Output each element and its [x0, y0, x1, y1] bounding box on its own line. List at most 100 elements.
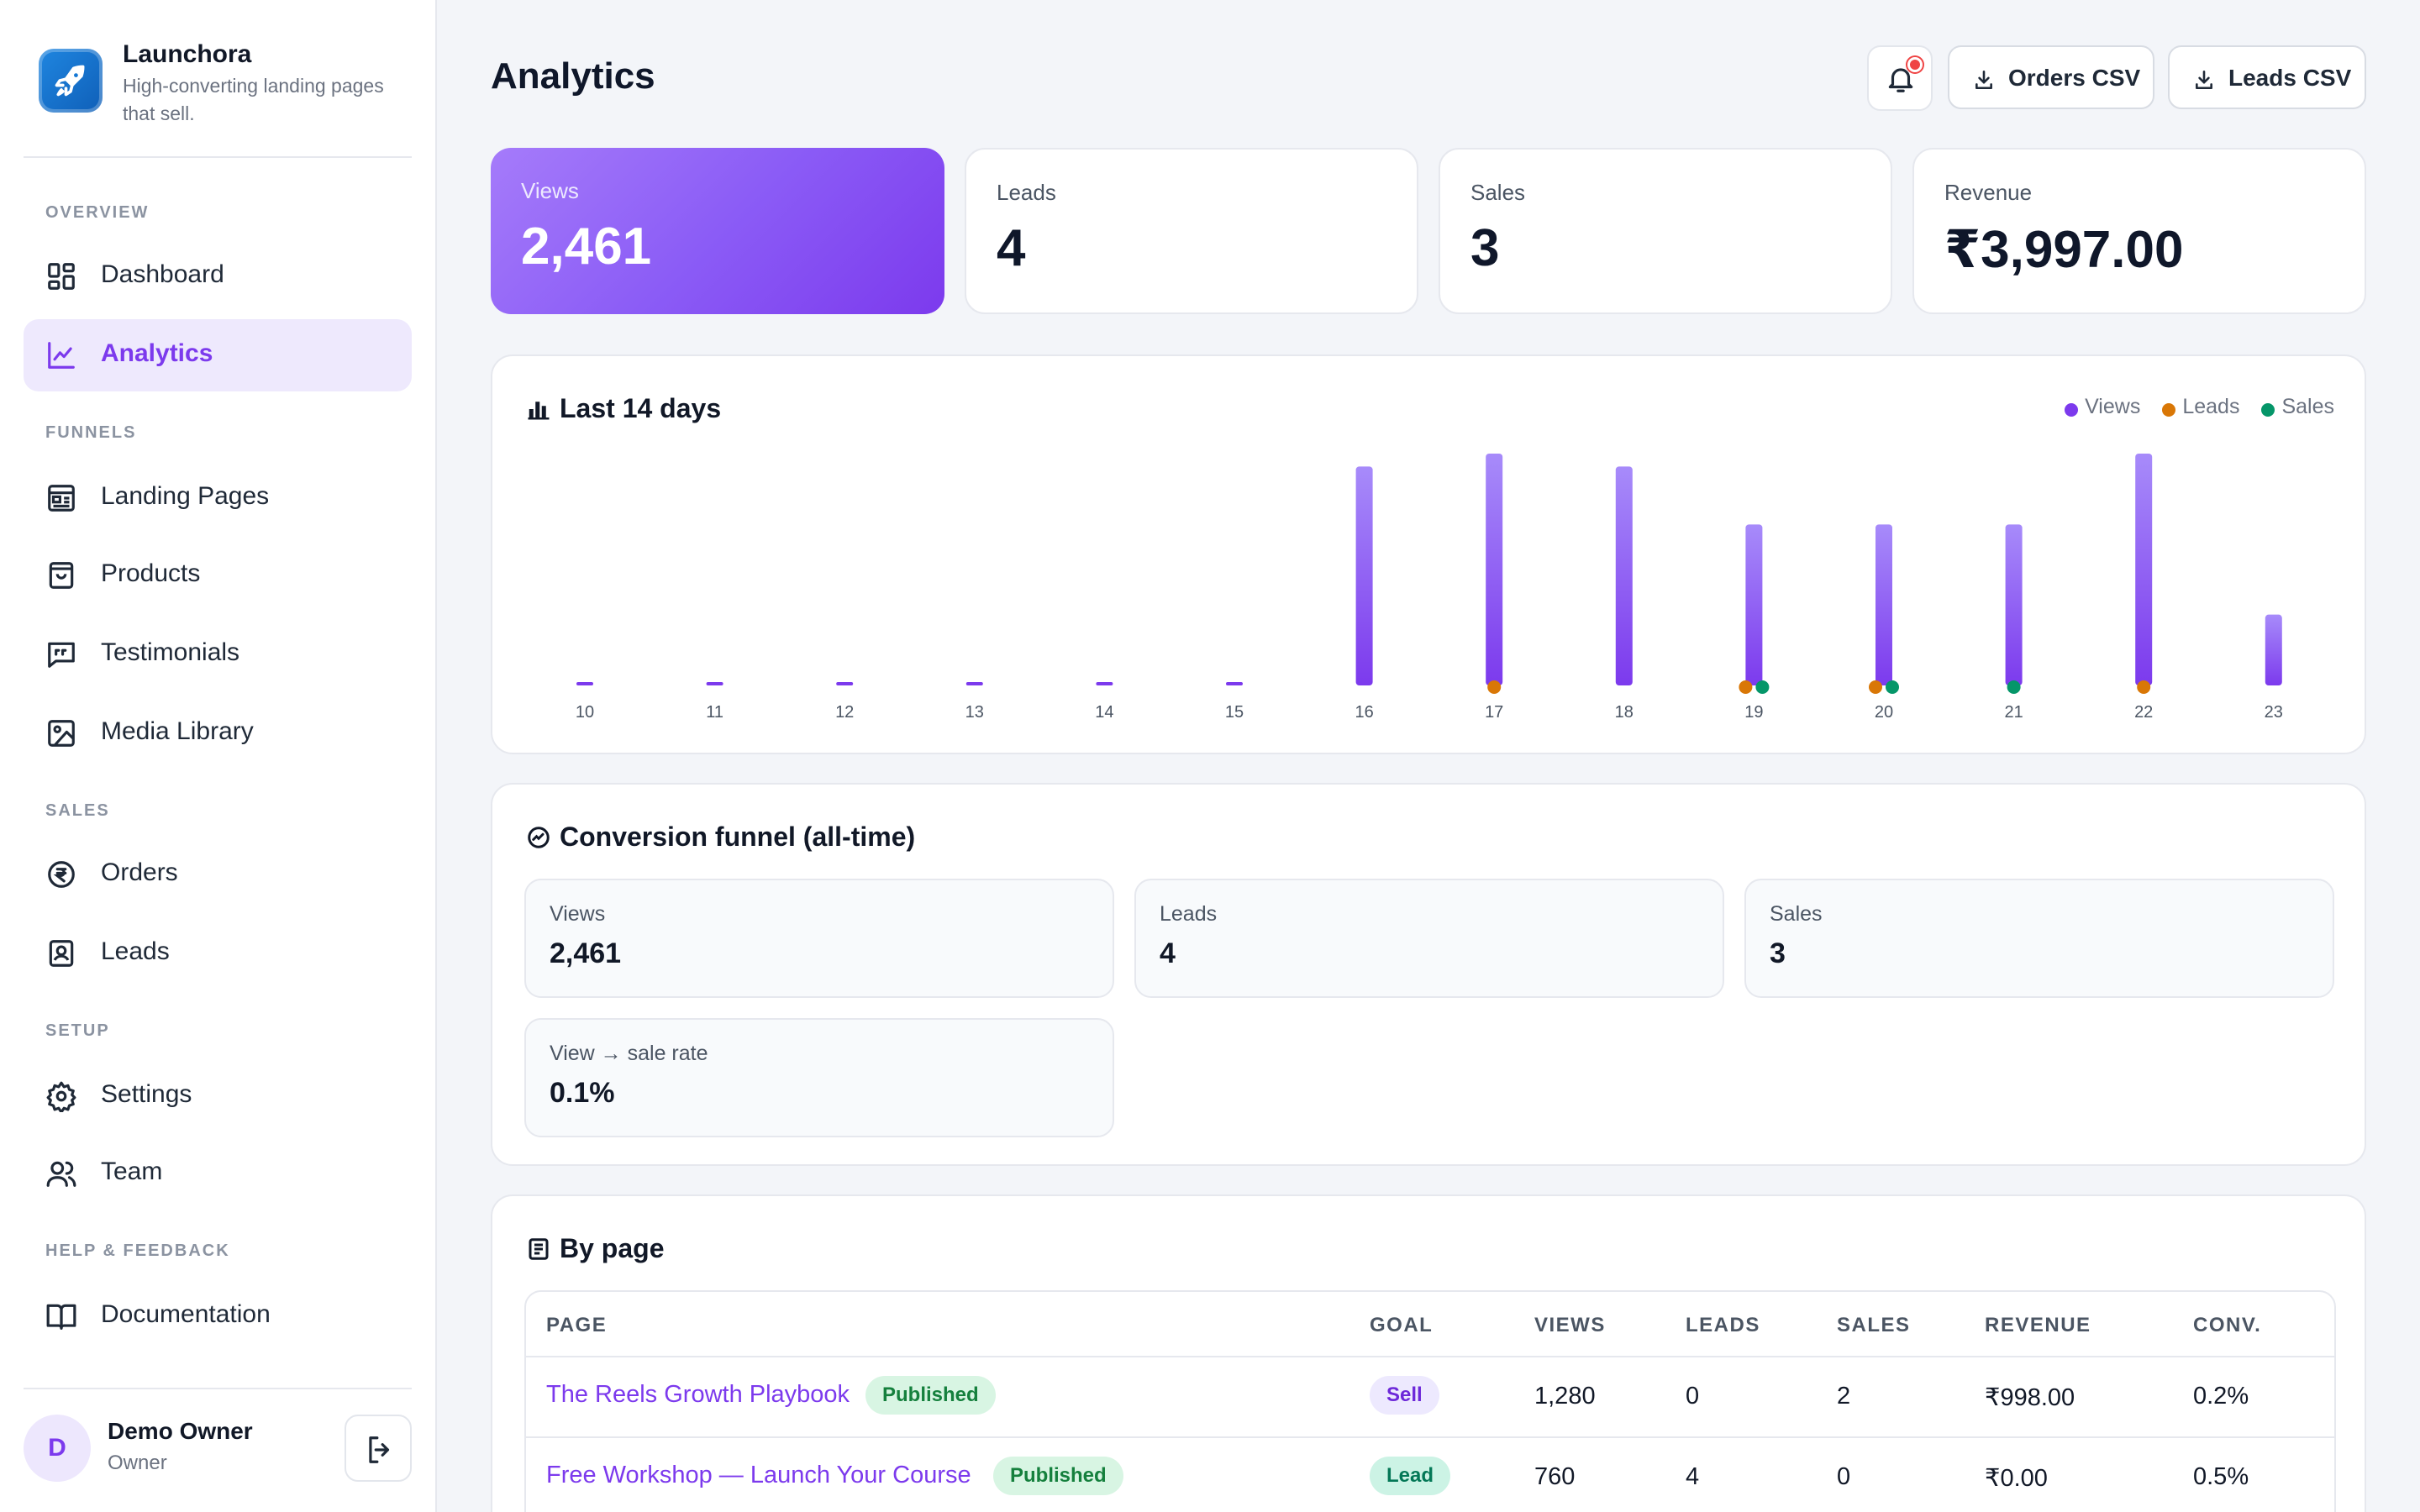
sidebar-divider — [24, 156, 412, 158]
funnel-sales: Sales 3 — [1744, 879, 2334, 998]
contact-card-icon — [49, 940, 74, 967]
funnel-views: Views 2,461 — [524, 879, 1114, 998]
x-tick-label: 10 — [576, 703, 594, 722]
page-link[interactable]: Free Workshop — Launch Your Course — [546, 1462, 971, 1488]
views-bar-10[interactable] — [576, 682, 593, 685]
stat-label: Revenue — [1944, 180, 2033, 205]
views-bar-18[interactable] — [1615, 466, 1633, 685]
funnel-label: View → sale rate — [550, 1042, 708, 1065]
sidebar-item-label: Orders — [101, 858, 178, 886]
views-bar-16[interactable] — [1355, 466, 1373, 685]
col-page: PAGE — [546, 1314, 608, 1336]
avatar[interactable]: D — [24, 1415, 91, 1482]
leads-csv-label: Leads CSV — [2228, 65, 2352, 91]
section-sales: SALES — [45, 801, 110, 820]
views-bar-21[interactable] — [2005, 524, 2023, 685]
sales-dot-19 — [1755, 680, 1770, 694]
views-bar-17[interactable] — [1486, 454, 1503, 685]
quote-bubble-icon — [48, 642, 75, 668]
rupee-coin-icon — [48, 861, 75, 888]
stat-label: Leads — [997, 180, 1056, 205]
orders-csv-button[interactable]: Orders CSV — [1948, 45, 2154, 109]
views-bar-13[interactable] — [965, 682, 983, 685]
chart-legend: Views Leads Sales — [2043, 395, 2334, 419]
notification-badge — [1907, 57, 1923, 72]
views-cell: 1,280 — [1534, 1383, 1596, 1410]
views-bar-20[interactable] — [1876, 524, 1892, 685]
stat-card-views: Views 2,461 — [491, 148, 944, 314]
funnel-value: 0.1% — [550, 1077, 615, 1109]
bar-chart: 10 11 12 13 14 15 16 17 18 19 20 21 22 23 — [576, 454, 2283, 722]
sidebar-item-label: Settings — [101, 1080, 192, 1108]
sidebar-item-settings[interactable]: Settings — [24, 1060, 412, 1132]
funnel-value: 2,461 — [550, 937, 622, 969]
user-profile: D Demo Owner Owner — [24, 1411, 412, 1487]
sidebar-item-testimonials[interactable]: Testimonials — [24, 618, 412, 690]
sidebar-item-label: Media Library — [101, 717, 254, 745]
sidebar-item-documentation[interactable]: Documentation — [24, 1280, 412, 1352]
sidebar-divider — [24, 1388, 412, 1389]
funnel-title-text: Conversion funnel (all-time) — [560, 822, 916, 852]
legend-leads: Leads — [2162, 395, 2239, 419]
sidebar-item-orders[interactable]: Orders — [24, 838, 412, 911]
sidebar-item-analytics[interactable]: Analytics — [24, 319, 412, 391]
funnel-view-sale-rate: View → sale rate 0.1% — [524, 1018, 1114, 1137]
sidebar-item-label: Documentation — [101, 1300, 271, 1328]
users-icon — [46, 1161, 76, 1187]
sidebar-item-label: Products — [101, 559, 201, 587]
views-cell: 760 — [1534, 1463, 1576, 1490]
stat-label: Sales — [1470, 180, 1526, 205]
sidebar-item-team[interactable]: Team — [24, 1137, 412, 1210]
brand-tagline: High-converting landing pages that sell. — [123, 75, 384, 124]
sidebar-item-products[interactable]: Products — [24, 539, 412, 612]
sales-dot-21 — [2007, 680, 2021, 694]
by-page-table: PAGE GOAL VIEWS LEADS SALES REVENUE CONV… — [524, 1290, 2336, 1512]
sidebar-item-media-library[interactable]: Media Library — [24, 697, 412, 769]
line-chart-icon — [48, 342, 75, 369]
views-bar-22[interactable] — [2135, 454, 2153, 685]
views-bar-12[interactable] — [836, 682, 854, 685]
sidebar-item-landing-pages[interactable]: Landing Pages — [24, 462, 412, 534]
legend-sales: Sales — [2261, 395, 2334, 419]
logout-button[interactable] — [345, 1415, 412, 1482]
views-bar-19[interactable] — [1745, 524, 1763, 685]
col-leads: LEADS — [1686, 1314, 1760, 1336]
sales-dot-20 — [1886, 680, 1899, 694]
page-link[interactable]: The Reels Growth Playbook — [546, 1381, 850, 1408]
last-14-days-card: Last 14 days Views Leads Sales 10 11 12 13 1… — [491, 354, 2366, 754]
views-bar-14[interactable] — [1096, 682, 1113, 685]
leads-cell: 0 — [1686, 1383, 1700, 1410]
col-conv: CONV. — [2193, 1314, 2262, 1336]
sales-cell: 0 — [1837, 1463, 1851, 1490]
goal-badge: Lead — [1370, 1457, 1451, 1495]
x-tick-label: 18 — [1615, 703, 1634, 722]
x-tick-label: 15 — [1225, 703, 1244, 722]
leads-csv-button[interactable]: Leads CSV — [2168, 45, 2366, 109]
sidebar-item-dashboard[interactable]: Dashboard — [24, 240, 412, 312]
user-name: Demo Owner — [108, 1418, 253, 1444]
funnel-label: Leads — [1160, 902, 1218, 926]
sidebar-item-label: Analytics — [101, 339, 213, 367]
views-bar-11[interactable] — [706, 682, 723, 685]
sidebar-item-leads[interactable]: Leads — [24, 917, 412, 990]
leads-dot-19 — [1739, 680, 1753, 694]
x-tick-label: 13 — [965, 703, 984, 722]
section-help: HELP & FEEDBACK — [45, 1242, 230, 1260]
notifications-button[interactable] — [1867, 45, 1933, 111]
by-page-card: By page PAGE GOAL VIEWS LEADS SALES REVE… — [491, 1194, 2366, 1512]
leads-dot-17 — [1487, 680, 1502, 694]
x-tick-label: 11 — [706, 703, 723, 722]
sidebar-item-label: Leads — [101, 937, 170, 965]
leads-cell: 4 — [1686, 1463, 1700, 1490]
user-role: Owner — [108, 1452, 167, 1474]
conversion-funnel-card: Conversion funnel (all-time) Views 2,461… — [491, 783, 2366, 1166]
funnel-leads: Leads 4 — [1134, 879, 1724, 998]
bar-chart-icon — [528, 402, 550, 420]
page-title: Analytics — [491, 55, 655, 97]
views-bar-15[interactable] — [1226, 682, 1243, 685]
stat-card-sales: Sales 3 — [1439, 148, 1892, 314]
shopping-bag-icon — [49, 562, 74, 589]
chart-title-text: Last 14 days — [560, 393, 722, 423]
views-bar-23[interactable] — [2265, 614, 2282, 685]
download-icon — [1975, 70, 1992, 90]
